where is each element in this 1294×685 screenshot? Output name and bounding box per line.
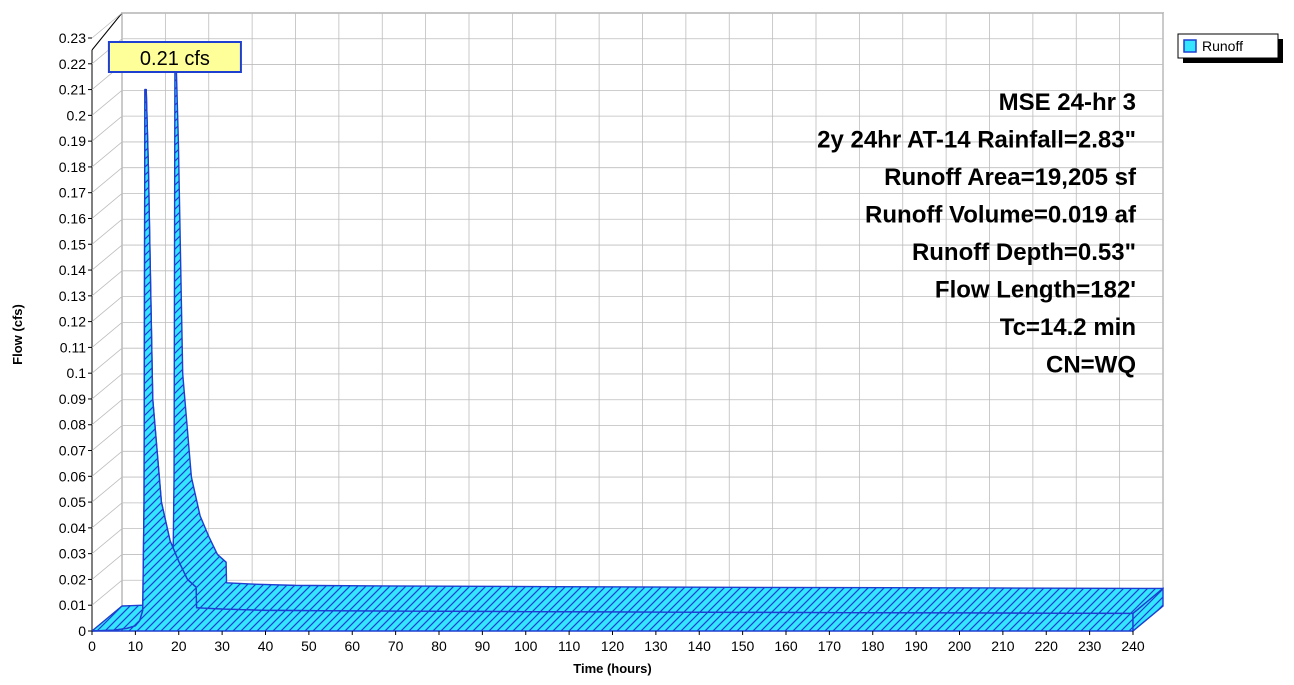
grid-line-side xyxy=(91,528,123,554)
y-tick-label: 0.2 xyxy=(67,107,87,123)
y-tick-label: 0.01 xyxy=(59,597,86,613)
x-tick-label: 220 xyxy=(1035,638,1059,654)
grid-line-side xyxy=(91,167,123,194)
x-tick-label: 210 xyxy=(991,638,1015,654)
peak-label-box: 0.21 cfs xyxy=(107,41,242,73)
grid-line-side xyxy=(91,579,123,606)
y-axis-title: Flow (cfs) xyxy=(10,304,25,365)
x-tick-label: 30 xyxy=(214,638,230,654)
x-axis-title: Time (hours) xyxy=(573,661,652,676)
grid-line-side xyxy=(91,373,123,400)
y-tick-label: 0.11 xyxy=(60,339,86,355)
grid-line-side xyxy=(91,476,123,503)
runoff-series-end xyxy=(1132,586,1164,633)
x-tick-label: 90 xyxy=(475,638,491,654)
grid-line-side xyxy=(91,399,123,426)
y-tick-label: 0.05 xyxy=(59,494,86,510)
grid-line-side xyxy=(91,12,123,39)
annotation-line: Tc=14.2 min xyxy=(1000,314,1136,341)
x-tick-label: 50 xyxy=(301,638,317,654)
y-tick-label: 0.18 xyxy=(59,159,86,175)
grid-line-side xyxy=(91,270,123,297)
x-tick-label: 40 xyxy=(258,638,274,654)
grid-line-side xyxy=(91,425,123,451)
y-tick-label: 0 xyxy=(78,623,86,639)
grid-line-side xyxy=(91,554,123,580)
y-tick-label: 0.16 xyxy=(59,210,86,226)
x-tick-label: 230 xyxy=(1078,638,1102,654)
x-tick-label: 190 xyxy=(904,638,928,654)
y-tick-label: 0.04 xyxy=(59,520,86,536)
grid-line-side xyxy=(91,450,123,477)
annotation-line: Runoff Volume=0.019 af xyxy=(865,202,1137,229)
side-wall-top xyxy=(91,12,123,51)
x-tick-label: 130 xyxy=(644,638,668,654)
grid-line-side xyxy=(91,296,123,322)
peak-label-text: 0.21 cfs xyxy=(140,48,210,70)
y-tick-label: 0.07 xyxy=(59,443,86,459)
y-tick-label: 0.17 xyxy=(59,185,86,201)
y-tick-label: 0.02 xyxy=(59,571,86,587)
y-tick-label: 0.22 xyxy=(59,56,86,72)
x-tick-label: 70 xyxy=(388,638,404,654)
grid-line-side xyxy=(91,347,123,374)
annotation-line: Runoff Area=19,205 sf xyxy=(884,164,1137,191)
legend: Runoff xyxy=(1177,33,1283,63)
x-tick-label: 160 xyxy=(774,638,798,654)
x-tick-label: 110 xyxy=(558,638,581,654)
grid-line-side xyxy=(91,141,123,168)
y-tick-label: 0.19 xyxy=(59,133,86,149)
x-tick-label: 60 xyxy=(344,638,360,654)
y-tick-label: 0.23 xyxy=(59,30,86,46)
y-tick-label: 0.09 xyxy=(59,391,86,407)
annotation-line: CN=WQ xyxy=(1046,352,1136,379)
y-tick-label: 0.15 xyxy=(59,236,86,252)
x-tick-label: 150 xyxy=(731,638,755,654)
grid-line-side xyxy=(91,115,123,142)
peak-label-bg xyxy=(107,41,242,73)
annotation-line: Flow Length=182' xyxy=(935,277,1136,304)
x-tick-label: 20 xyxy=(171,638,187,654)
annotation-line: MSE 24-hr 3 xyxy=(999,89,1136,116)
y-tick-label: 0.21 xyxy=(59,82,86,98)
y-tick-label: 0.08 xyxy=(59,417,86,433)
x-tick-label: 140 xyxy=(688,638,712,654)
x-tick-label: 100 xyxy=(514,638,538,654)
y-tick-label: 0.12 xyxy=(59,314,86,330)
y-tick-label: 0.1 xyxy=(67,365,87,381)
grid-line-side xyxy=(91,322,123,348)
grid-line-side xyxy=(91,244,123,271)
grid-line-side xyxy=(91,90,123,116)
x-tick-label: 180 xyxy=(861,638,885,654)
annotation-line: 2y 24hr AT-14 Rainfall=2.83" xyxy=(817,127,1136,154)
legend-swatch-runoff xyxy=(1183,39,1197,53)
x-tick-label: 120 xyxy=(601,638,625,654)
x-tick-label: 0 xyxy=(88,638,96,654)
annotation-line: Runoff Depth=0.53" xyxy=(912,239,1136,266)
grid-line-side xyxy=(91,193,123,219)
grid-line-side xyxy=(91,218,123,245)
y-tick-label: 0.06 xyxy=(59,468,86,484)
y-tick-label: 0.03 xyxy=(59,546,86,562)
x-tick-label: 170 xyxy=(818,638,842,654)
x-tick-label: 10 xyxy=(128,638,144,654)
x-tick-label: 240 xyxy=(1121,638,1145,654)
y-tick-label: 0.13 xyxy=(59,288,86,304)
x-tick-label: 80 xyxy=(431,638,447,654)
x-tick-label: 200 xyxy=(948,638,972,654)
grid-line-side xyxy=(91,502,123,529)
legend-label-runoff: Runoff xyxy=(1202,38,1243,54)
y-tick-label: 0.14 xyxy=(59,262,86,278)
runoff-series-front xyxy=(91,88,1134,632)
